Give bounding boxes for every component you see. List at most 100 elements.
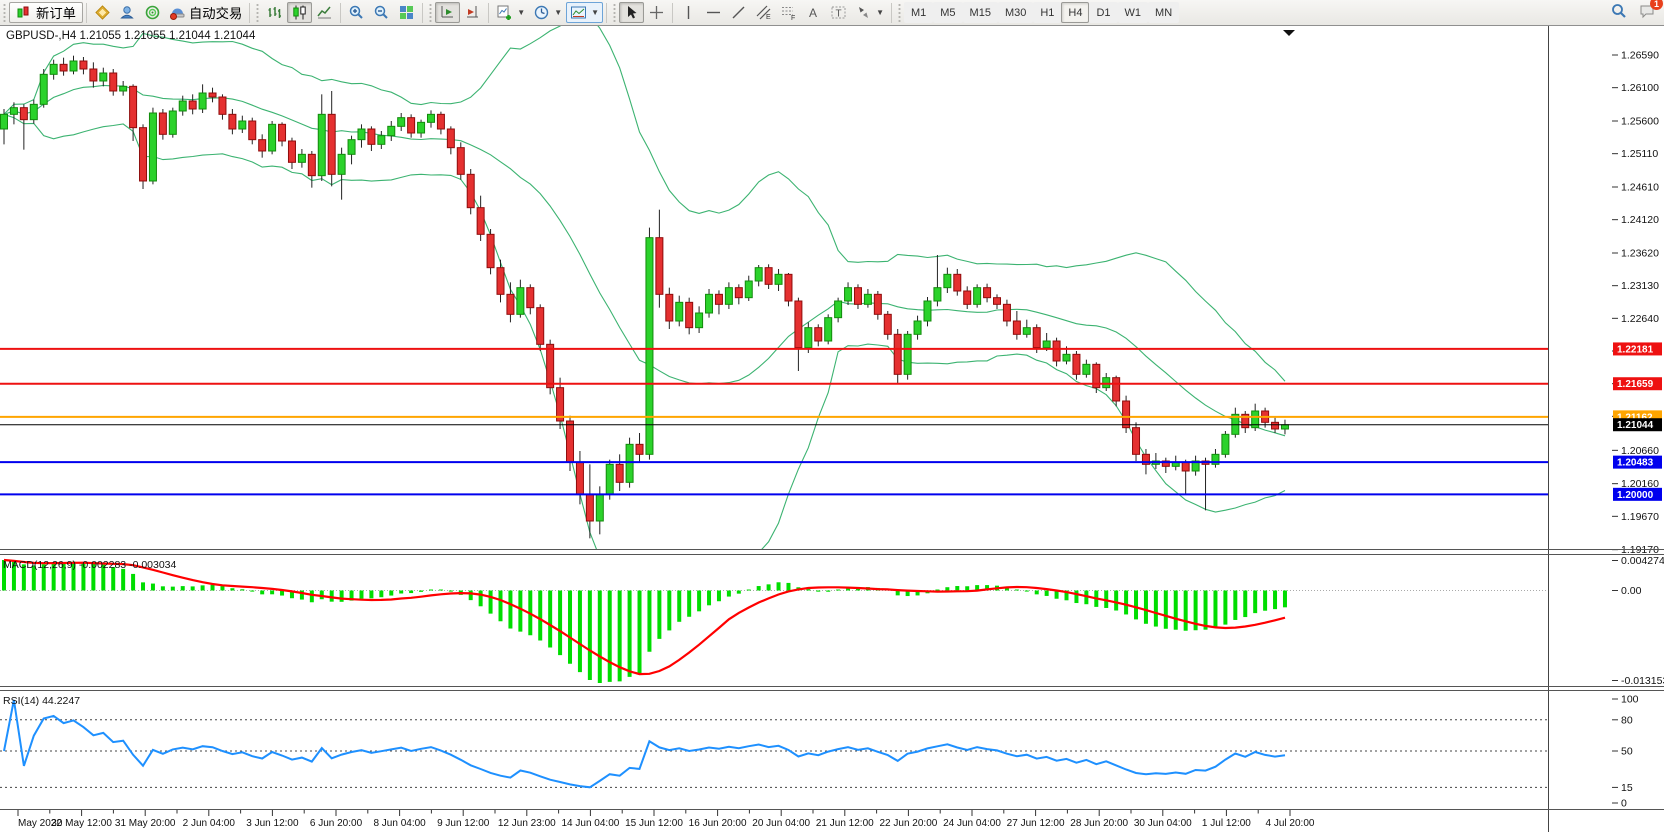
timeframe-m30[interactable]: M30: [998, 2, 1033, 23]
templates-button[interactable]: ▼: [566, 2, 603, 23]
bear-candle: [368, 129, 375, 144]
toolbar-grip[interactable]: [255, 4, 260, 22]
tile-windows-button[interactable]: [394, 2, 419, 23]
template-icon: [570, 4, 587, 21]
period-button[interactable]: ▼: [529, 2, 566, 23]
notification-badge: 1: [1650, 0, 1663, 10]
candlestick-chart-icon: [291, 4, 308, 21]
bull-candle: [646, 238, 653, 455]
time-tick-label: 9 Jun 12:00: [437, 818, 490, 829]
svg-text:T: T: [836, 9, 842, 20]
bull-candle: [845, 288, 852, 301]
vertical-line-button[interactable]: [676, 2, 701, 23]
arrows-button[interactable]: ▼: [851, 2, 888, 23]
timeframe-h1[interactable]: H1: [1033, 2, 1061, 23]
bull-candle: [358, 129, 365, 140]
autotrading-button[interactable]: 自动交易: [165, 2, 246, 23]
cursor-button[interactable]: [619, 2, 644, 23]
bear-candle: [765, 268, 772, 285]
bull-candle: [626, 444, 633, 482]
time-tick-label: 31 May 20:00: [115, 818, 176, 829]
bull-candle: [914, 321, 921, 334]
bull-candle: [1083, 364, 1090, 374]
pane-separators[interactable]: [0, 550, 1664, 810]
timeframe-m5[interactable]: M5: [933, 2, 962, 23]
bear-candle: [497, 268, 504, 295]
zoom-in-button[interactable]: [344, 2, 369, 23]
toolbar-grip[interactable]: [897, 4, 902, 22]
equidistant-channel-button[interactable]: E: [751, 2, 776, 23]
price-axis[interactable]: 1.265901.261001.256001.251101.246101.241…: [1549, 26, 1664, 832]
time-tick-label: 22 Jun 20:00: [879, 818, 937, 829]
bear-candle: [1053, 341, 1060, 361]
bear-candle: [487, 234, 494, 267]
timeframe-m15[interactable]: M15: [963, 2, 998, 23]
chart-shift-button[interactable]: [460, 2, 485, 23]
chart-shift-marker[interactable]: [1283, 30, 1295, 36]
bull-candle: [179, 101, 186, 111]
bull-candle: [239, 121, 246, 129]
rsi-axis-label: 80: [1621, 714, 1633, 726]
trendline-icon: [730, 4, 747, 21]
bear-candle: [964, 291, 971, 304]
bull-candle: [398, 118, 405, 127]
level-lines[interactable]: [0, 349, 1548, 494]
time-tick-label: 6 Jun 20:00: [310, 818, 363, 829]
bull-candle: [805, 328, 812, 348]
timeframe-w1[interactable]: W1: [1118, 2, 1149, 23]
text-label-button[interactable]: T: [826, 2, 851, 23]
signals-button[interactable]: [140, 2, 165, 23]
auto-scroll-button[interactable]: [435, 2, 460, 23]
text-button[interactable]: A: [801, 2, 826, 23]
toolbar-grip[interactable]: [428, 4, 433, 22]
price-tick-label: 1.20660: [1621, 445, 1659, 457]
price-chart-svg[interactable]: 1.265901.261001.256001.251101.246101.241…: [0, 26, 1664, 832]
bear-candle: [60, 64, 67, 71]
rsi-axis-label: 50: [1621, 746, 1633, 758]
line-chart-button[interactable]: [312, 2, 337, 23]
new-order-button[interactable]: 新订单: [9, 2, 83, 23]
zoom-out-button[interactable]: [369, 2, 394, 23]
bull-candle: [388, 126, 395, 135]
price-tick-label: 1.19670: [1621, 511, 1659, 523]
trendline-button[interactable]: [726, 2, 751, 23]
macd-pane[interactable]: [0, 560, 1548, 683]
clock-icon: [533, 4, 550, 21]
bear-candle: [666, 294, 673, 321]
main-toolbar: 新订单 自动交易: [0, 0, 1664, 26]
bear-candle: [130, 86, 137, 127]
bull-candle: [70, 61, 77, 71]
new-chart-button[interactable]: ▼: [492, 2, 529, 23]
arrows-icon: [855, 4, 872, 21]
time-tick-label: 3 Jun 12:00: [246, 818, 299, 829]
timeframe-d1[interactable]: D1: [1089, 2, 1117, 23]
bull-candle: [706, 294, 713, 313]
fibonacci-button[interactable]: F: [776, 2, 801, 23]
rsi-pane[interactable]: [0, 700, 1548, 787]
svg-text:1.21659: 1.21659: [1617, 379, 1654, 390]
separator: [422, 3, 423, 23]
bull-candle: [825, 318, 832, 341]
horizontal-line-button[interactable]: [701, 2, 726, 23]
macd-axis-label: 0.00: [1621, 585, 1642, 597]
timeframe-h4[interactable]: H4: [1061, 2, 1089, 23]
bar-chart-button[interactable]: [262, 2, 287, 23]
search-icon[interactable]: [1610, 2, 1628, 23]
price-tick-label: 1.24120: [1621, 214, 1659, 226]
metaeditor-button[interactable]: [90, 2, 115, 23]
bear-candle: [1272, 422, 1279, 429]
toolbar-grip[interactable]: [2, 4, 7, 22]
crosshair-button[interactable]: [644, 2, 669, 23]
market-button[interactable]: [115, 2, 140, 23]
dropdown-caret: ▼: [517, 8, 525, 17]
toolbar-grip[interactable]: [612, 4, 617, 22]
candlestick-chart-button[interactable]: [287, 2, 312, 23]
svg-text:E: E: [766, 14, 771, 21]
notifications-icon[interactable]: 1: [1638, 2, 1656, 23]
bear-candle: [567, 421, 574, 462]
timeframe-m1[interactable]: M1: [904, 2, 933, 23]
timeframe-mn[interactable]: MN: [1148, 2, 1179, 23]
bear-candle: [209, 93, 216, 97]
